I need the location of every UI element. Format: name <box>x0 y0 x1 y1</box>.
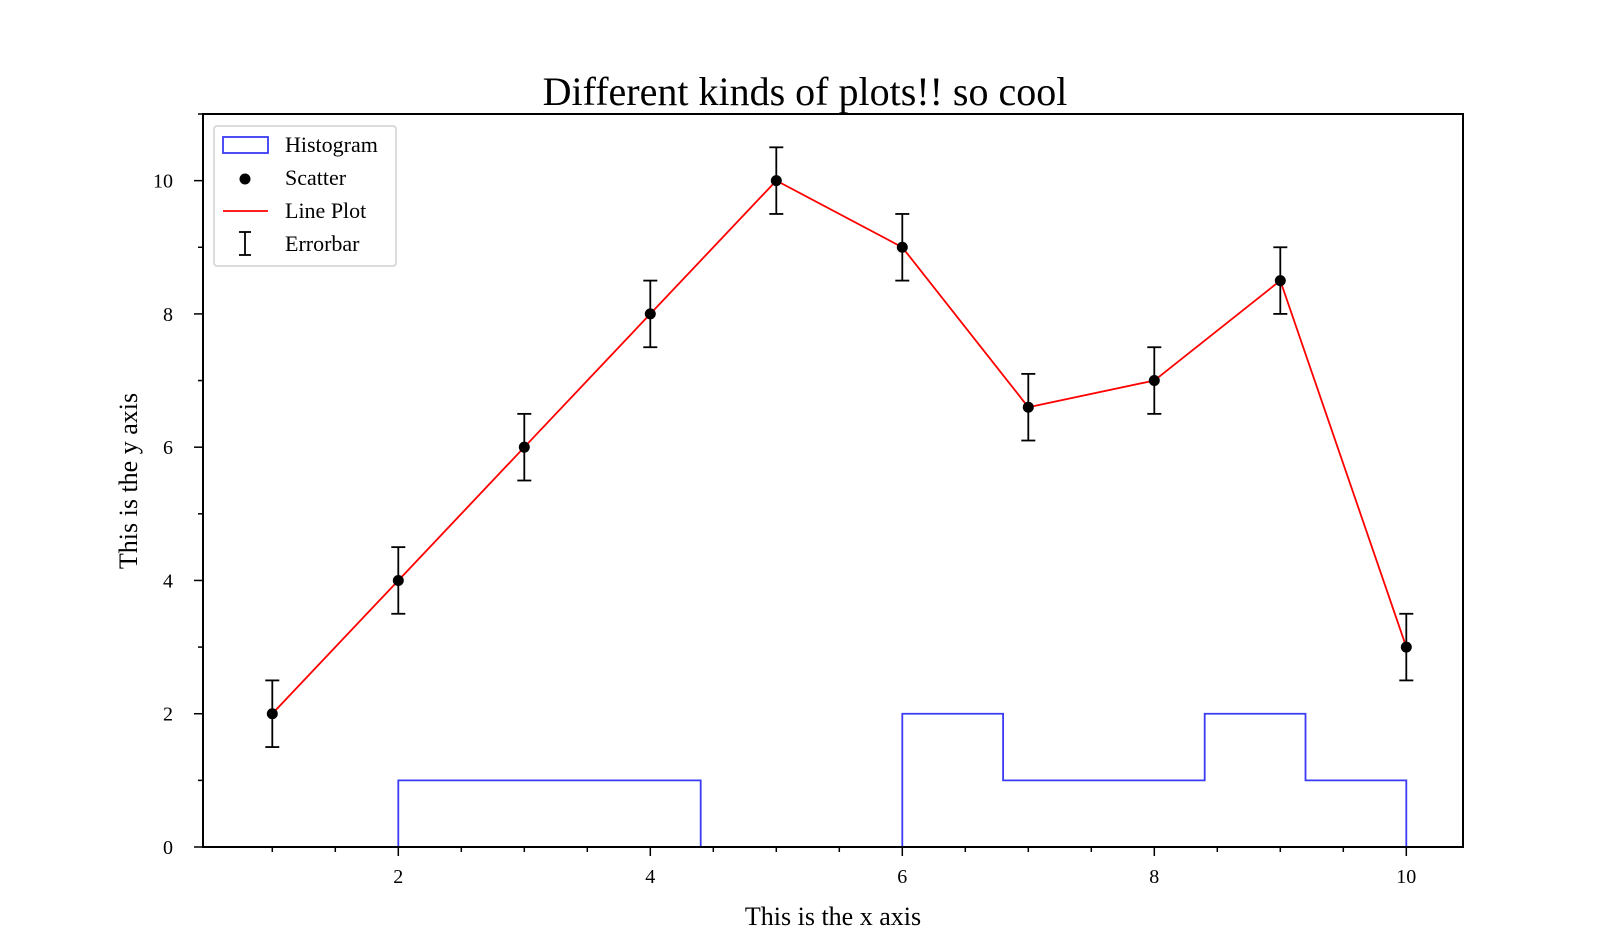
y-tick-label: 6 <box>163 437 173 459</box>
legend-label-line: Line Plot <box>285 198 366 223</box>
y-tick-label: 10 <box>153 171 173 193</box>
legend-label-scatter: Scatter <box>285 165 347 190</box>
scatter-point <box>266 708 278 720</box>
scatter-point <box>644 308 656 320</box>
histogram-outline <box>397 712 1408 847</box>
scatter-point <box>392 574 404 586</box>
x-tick-label: 8 <box>1149 866 1159 888</box>
scatter-point <box>1400 641 1412 653</box>
y-tick-label: 4 <box>163 570 173 592</box>
y-tick-label: 0 <box>163 837 173 859</box>
legend-scatter-swatch <box>239 173 251 185</box>
legend-errorbar-swatch <box>239 231 251 256</box>
legend: Histogram Scatter Line Plot Errorbar <box>213 125 397 267</box>
plot-frame <box>202 113 1464 848</box>
x-tick-label: 2 <box>393 866 403 888</box>
legend-label-errorbar: Errorbar <box>285 231 360 256</box>
scatter-point <box>518 441 530 453</box>
line-layer <box>271 179 1408 715</box>
scatter-point <box>1022 401 1034 413</box>
legend-histogram-swatch <box>222 136 269 154</box>
scatter-layer <box>266 175 1412 720</box>
line-series <box>271 179 1408 715</box>
x-tick-label: 6 <box>897 866 907 888</box>
y-axis-label: This is the y axis <box>114 393 143 569</box>
y-tick-label: 8 <box>163 304 173 326</box>
legend-box <box>213 125 397 267</box>
legend-label-histogram: Histogram <box>285 132 378 157</box>
y-axis-ticks: 0 2 4 6 8 10 <box>153 113 203 859</box>
x-tick-label: 4 <box>645 866 655 888</box>
y-tick-label: 2 <box>163 704 173 726</box>
x-axis-ticks: 2 4 6 8 10 <box>271 847 1416 888</box>
scatter-point <box>1148 375 1160 387</box>
scatter-point <box>770 175 782 187</box>
histogram-layer <box>397 712 1408 847</box>
chart-title: Different kinds of plots!! so cool <box>543 69 1068 114</box>
scatter-point <box>896 241 908 253</box>
x-axis-label: This is the x axis <box>745 902 921 931</box>
x-tick-label: 10 <box>1396 866 1416 888</box>
scatter-point <box>1274 275 1286 287</box>
